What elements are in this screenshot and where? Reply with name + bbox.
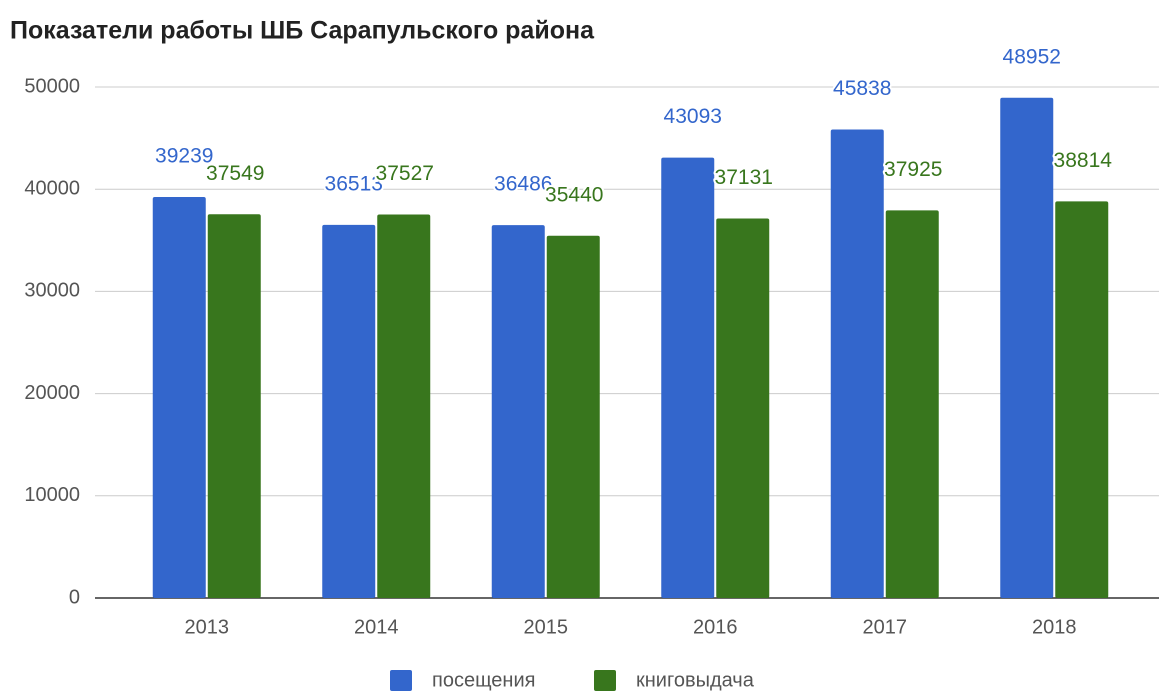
y-tick-label: 20000 (24, 382, 80, 404)
data-label: 37527 (376, 162, 434, 185)
y-tick-label: 0 (69, 586, 80, 608)
x-tick-label: 2015 (524, 616, 569, 638)
data-label: 37131 (715, 166, 773, 189)
chart-title: Показатели работы ШБ Сарапульского район… (10, 17, 595, 45)
bar (491, 225, 545, 598)
x-tick-label: 2014 (354, 616, 399, 638)
bar (546, 235, 600, 598)
bar (716, 218, 770, 598)
data-label: 37925 (884, 158, 942, 181)
x-tick-label: 2016 (693, 616, 738, 638)
legend-label: книговыдача (636, 669, 755, 691)
bar (377, 214, 431, 598)
data-label: 35440 (545, 183, 603, 206)
x-tick-label: 2013 (185, 616, 230, 638)
bar (830, 129, 884, 598)
legend-label: посещения (432, 669, 535, 691)
data-label: 38814 (1054, 149, 1113, 172)
x-tick-label: 2018 (1032, 616, 1077, 638)
bar (207, 214, 261, 599)
y-tick-label: 30000 (24, 280, 80, 302)
data-label: 45838 (833, 77, 891, 100)
y-tick-label: 10000 (24, 484, 80, 506)
bar (1000, 97, 1054, 598)
y-tick-label: 50000 (24, 75, 80, 97)
data-label: 48952 (1003, 45, 1061, 68)
bar (1055, 201, 1109, 598)
bar (152, 196, 206, 598)
bar (885, 210, 939, 598)
data-label: 37549 (206, 162, 264, 185)
legend-swatch (594, 670, 616, 691)
data-label: 43093 (664, 105, 722, 128)
bar (322, 224, 376, 598)
bar (661, 157, 715, 598)
legend-swatch (390, 670, 412, 691)
y-tick-label: 40000 (24, 177, 80, 199)
data-label: 36486 (494, 173, 552, 196)
data-label: 39239 (155, 145, 213, 168)
data-label: 36513 (325, 172, 383, 195)
x-tick-label: 2017 (863, 616, 908, 638)
